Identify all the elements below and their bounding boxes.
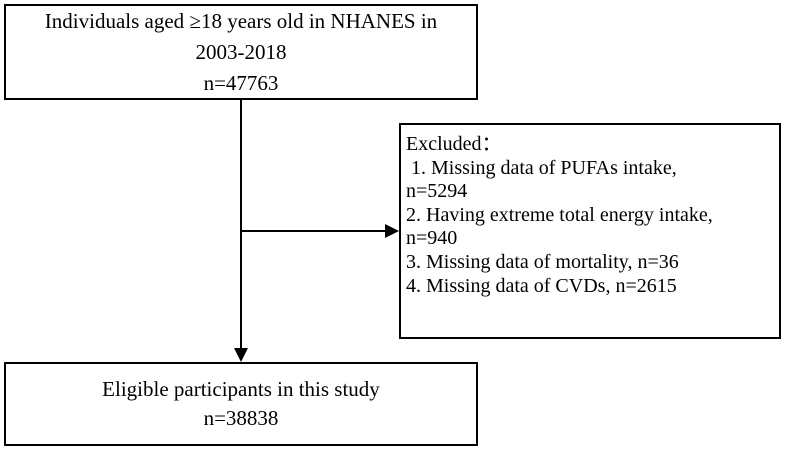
initial-population-count: n=47763 xyxy=(203,70,279,95)
initial-population-years: 2003-2018 xyxy=(195,39,287,64)
exclusion-item-1-count: n=5294 xyxy=(406,180,468,203)
exclusion-item-2: 2. Having extreme total energy intake, xyxy=(406,203,713,226)
exclusion-item-4: 4. Missing data of CVDs, n=2615 xyxy=(406,274,677,297)
right-arrowhead xyxy=(385,224,399,238)
down-arrowhead xyxy=(234,348,248,362)
eligible-participants-count: n=38838 xyxy=(203,406,279,430)
eligible-participants-box: Eligible participants in this study n=38… xyxy=(4,362,478,446)
eligible-participants-title: Eligible participants in this study xyxy=(102,377,380,401)
exclusion-item-3: 3. Missing data of mortality, n=36 xyxy=(406,250,679,273)
exclusion-item-2-count: n=940 xyxy=(406,227,458,250)
initial-population-box: Individuals aged ≥18 years old in NHANES… xyxy=(4,4,478,100)
exclusion-item-1: 1. Missing data of PUFAs intake, xyxy=(411,156,677,179)
exclusion-box: Excluded： 1. Missing data of PUFAs intak… xyxy=(399,123,781,339)
exclusion-heading: Excluded： xyxy=(406,133,502,155)
initial-population-title: Individuals aged ≥18 years old in NHANES… xyxy=(44,8,438,33)
